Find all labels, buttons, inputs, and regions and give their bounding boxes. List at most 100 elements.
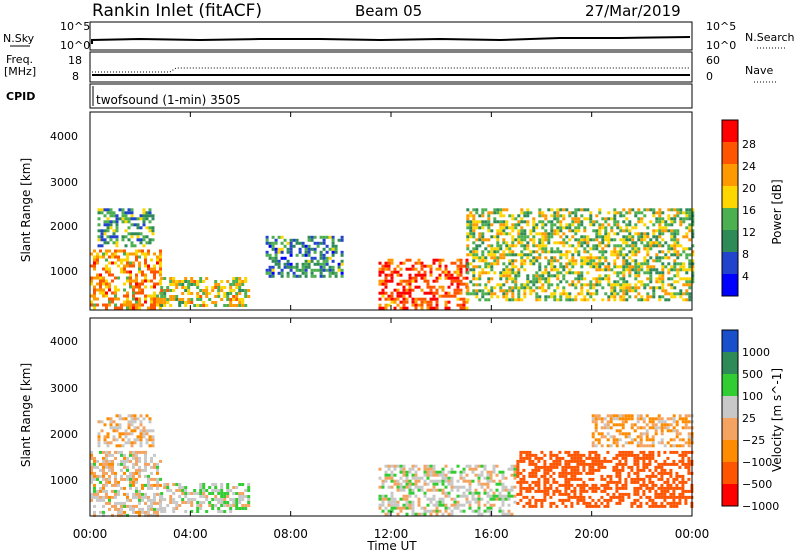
power-cell-5 [481, 250, 485, 254]
velocity-cell-4 [528, 456, 532, 460]
power-cell-5 [505, 223, 509, 227]
velocity-cell-4 [663, 492, 667, 496]
power-cell-4 [450, 279, 454, 283]
velocity-cell-4 [525, 489, 529, 493]
velocity-cell-0 [93, 492, 96, 496]
velocity-cell-5 [630, 426, 634, 430]
velocity-cell-3 [408, 485, 412, 489]
velocity-cell-0 [123, 513, 126, 517]
power-cell-5 [661, 265, 665, 269]
nsky-tick-bottom: 10^0 [60, 39, 90, 52]
power-cell-5 [487, 280, 491, 284]
velocity-cell-2 [211, 492, 215, 495]
velocity-cell-4 [546, 468, 550, 472]
velocity-cell-5 [594, 423, 598, 427]
power-cell-0 [153, 264, 156, 268]
velocity-cell-4 [645, 474, 649, 478]
velocity-cell-5 [678, 438, 682, 442]
velocity-cell-3 [444, 476, 448, 480]
velocity-cell-4 [525, 495, 529, 499]
power-cell-5 [613, 265, 617, 269]
power-cell-0 [147, 294, 150, 298]
power-cell-3 [340, 268, 344, 272]
power-cell-5 [466, 289, 470, 293]
power-cell-4 [444, 300, 448, 304]
power-cell-5 [511, 259, 515, 263]
power-cell-5 [685, 256, 689, 260]
power-cell-5 [634, 244, 638, 248]
power-cell-5 [547, 271, 551, 275]
power-cell-5 [682, 211, 686, 215]
power-cell-0 [105, 270, 108, 274]
velocity-cell-3 [498, 506, 502, 510]
velocity-cell-4 [621, 462, 625, 466]
velocity-cell-5 [636, 435, 640, 439]
power-cell-0 [138, 270, 141, 274]
velocity-cell-4 [612, 480, 616, 484]
power-cell-5 [511, 223, 515, 227]
power-cell-5 [619, 247, 623, 251]
power-cell-5 [556, 229, 560, 233]
power-cell-3 [268, 265, 272, 269]
velocity-cell-3 [471, 467, 475, 471]
velocity-cell-5 [603, 417, 607, 421]
power-cell-4 [387, 258, 391, 262]
power-cell-5 [664, 253, 668, 257]
velocity-cell-4 [597, 468, 601, 472]
power-cell-5 [499, 256, 503, 260]
velocity-cell-3 [399, 482, 403, 486]
velocity-cell-3 [495, 488, 499, 492]
power-cell-5 [466, 244, 470, 248]
power-cell-5 [601, 298, 605, 302]
power-cell-2 [202, 301, 206, 304]
power-cell-5 [472, 226, 476, 230]
power-cell-5 [475, 238, 479, 242]
power-cell-5 [661, 271, 665, 275]
velocity-cell-1 [118, 435, 122, 439]
velocity-cell-0 [99, 495, 102, 499]
power-cell-2 [205, 304, 209, 307]
velocity-cell-4 [636, 459, 640, 463]
velocity-cell-3 [480, 485, 484, 489]
velocity-cell-4 [519, 477, 523, 481]
power-cell-5 [496, 238, 500, 242]
velocity-cell-3 [474, 497, 478, 501]
velocity-cell-1 [133, 426, 137, 430]
power-cell-5 [676, 292, 680, 296]
power-cell-2 [196, 286, 200, 289]
velocity-cell-4 [543, 462, 547, 466]
power-cell-5 [607, 244, 611, 248]
velocity-cell-4 [681, 450, 685, 454]
power-cell-3 [310, 268, 314, 272]
vel-cbar-tick-neg1000: −1000 [742, 500, 779, 513]
power-cell-5 [508, 247, 512, 251]
velocity-cell-3 [429, 479, 433, 483]
power-cell-5 [592, 277, 596, 281]
power-cell-3 [334, 247, 338, 251]
power-cell-5 [481, 241, 485, 245]
power-cell-5 [532, 280, 536, 284]
velocity-cell-0 [144, 468, 147, 472]
power-cell-2 [241, 304, 245, 307]
velocity-cell-4 [675, 474, 679, 478]
power-cell-0 [144, 252, 147, 256]
velocity-cell-2 [172, 507, 176, 510]
velocity-cell-3 [381, 503, 385, 507]
power-cell-4 [447, 273, 451, 277]
power-cell-0 [126, 264, 129, 268]
velocity-cell-4 [648, 489, 652, 493]
power-cell-5 [511, 226, 515, 230]
velocity-cell-4 [633, 459, 637, 463]
velocity-cell-0 [144, 483, 147, 487]
power-cell-1 [106, 226, 110, 230]
velocity-cell-0 [153, 453, 156, 457]
power-colorbar-swatch [722, 230, 738, 252]
velocity-cell-0 [135, 492, 138, 496]
power-cell-5 [565, 226, 569, 230]
power-cell-5 [535, 244, 539, 248]
power-cell-5 [604, 268, 608, 272]
velocity-cell-3 [411, 482, 415, 486]
power-cell-1 [124, 211, 128, 215]
power-cell-3 [334, 271, 338, 275]
velocity-cell-0 [135, 489, 138, 493]
